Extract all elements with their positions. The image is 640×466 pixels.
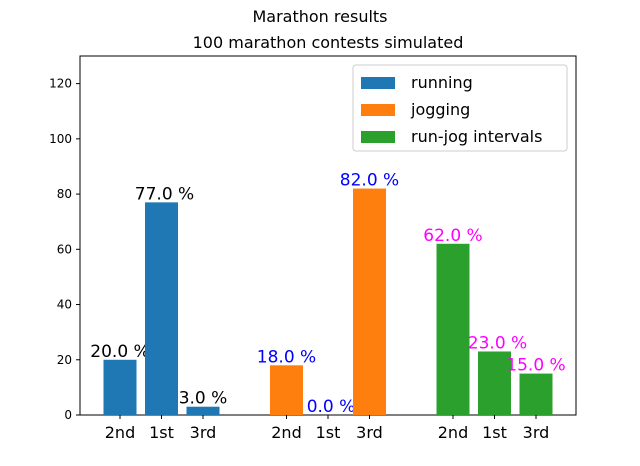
bar bbox=[436, 243, 470, 415]
y-tick-label: 20 bbox=[57, 353, 72, 367]
legend-label: running bbox=[411, 73, 473, 92]
bar bbox=[519, 373, 553, 415]
x-tick-label: 1st bbox=[482, 423, 507, 442]
data-label: 20.0 % bbox=[90, 342, 149, 362]
y-tick-label: 120 bbox=[49, 77, 72, 91]
x-tick-label: 3rd bbox=[190, 423, 217, 442]
data-label: 3.0 % bbox=[179, 389, 228, 409]
plot-area: 0 20 40 60 80 100 120 2nd 20.0 % 1st 77.0 % 3rd 3.0 … bbox=[49, 55, 577, 442]
y-tick-label: 80 bbox=[57, 187, 72, 201]
x-tick-label: 3rd bbox=[523, 423, 550, 442]
data-label: 82.0 % bbox=[340, 171, 399, 191]
bar bbox=[103, 359, 137, 415]
legend-label: run-jog intervals bbox=[411, 127, 542, 146]
bar bbox=[353, 188, 386, 415]
bar bbox=[478, 351, 511, 415]
chart-title: Marathon results bbox=[252, 7, 387, 26]
legend-swatch bbox=[361, 77, 395, 89]
legend-swatch bbox=[361, 104, 395, 116]
legend-box bbox=[352, 64, 568, 152]
data-label: 0.0 % bbox=[307, 397, 356, 417]
y-tick-label: 0 bbox=[64, 408, 72, 422]
x-tick-label: 3rd bbox=[356, 423, 383, 442]
data-label: 62.0 % bbox=[423, 226, 482, 246]
x-tick-label: 1st bbox=[316, 423, 341, 442]
legend: running jogging run-jog intervals bbox=[352, 64, 568, 152]
y-tick-label: 60 bbox=[57, 242, 72, 256]
x-tick-label: 2nd bbox=[271, 423, 301, 442]
y-tick-label: 100 bbox=[49, 132, 72, 146]
bar bbox=[186, 406, 220, 415]
x-tick-label: 2nd bbox=[105, 423, 135, 442]
data-label: 23.0 % bbox=[468, 333, 527, 353]
data-label: 18.0 % bbox=[257, 347, 316, 367]
bar bbox=[145, 202, 178, 415]
x-tick-label: 2nd bbox=[438, 423, 468, 442]
data-label: 15.0 % bbox=[506, 356, 565, 376]
legend-label: jogging bbox=[410, 100, 470, 119]
x-tick-label: 1st bbox=[149, 423, 174, 442]
chart-subtitle: 100 marathon contests simulated bbox=[193, 33, 464, 52]
y-tick-label: 40 bbox=[57, 298, 72, 312]
bar bbox=[270, 365, 303, 415]
legend-swatch bbox=[361, 131, 395, 143]
data-label: 77.0 % bbox=[135, 184, 194, 204]
